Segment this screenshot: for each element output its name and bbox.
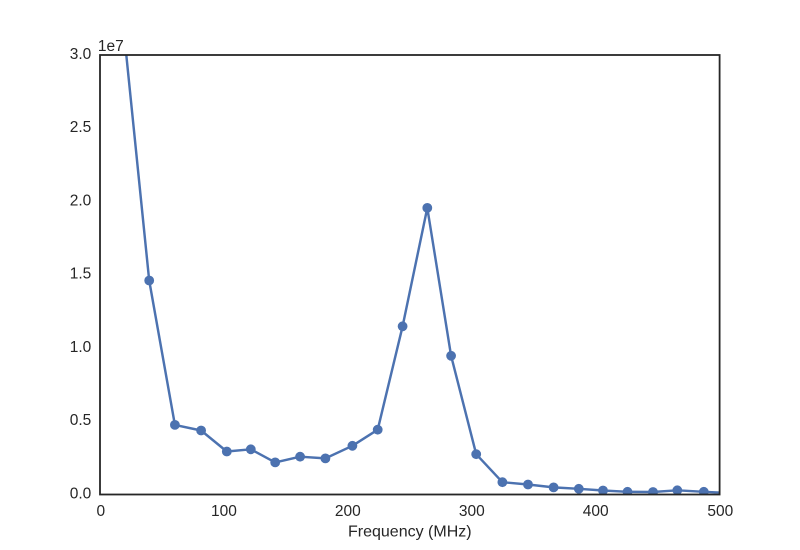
- svg-text:500: 500: [707, 503, 733, 520]
- svg-text:100: 100: [211, 503, 237, 520]
- svg-text:0: 0: [96, 503, 105, 520]
- svg-text:2.0: 2.0: [70, 192, 92, 209]
- svg-text:0.0: 0.0: [70, 486, 92, 503]
- svg-text:3.0: 3.0: [70, 46, 92, 63]
- svg-text:1e7: 1e7: [98, 38, 124, 55]
- svg-text:1.0: 1.0: [70, 339, 92, 356]
- svg-text:1.5: 1.5: [70, 266, 92, 283]
- svg-text:0.5: 0.5: [70, 412, 92, 429]
- svg-text:200: 200: [335, 503, 361, 520]
- svg-text:400: 400: [583, 503, 609, 520]
- svg-text:2.5: 2.5: [70, 119, 92, 136]
- svg-text:300: 300: [459, 503, 485, 520]
- svg-text:Frequency (MHz): Frequency (MHz): [348, 523, 472, 540]
